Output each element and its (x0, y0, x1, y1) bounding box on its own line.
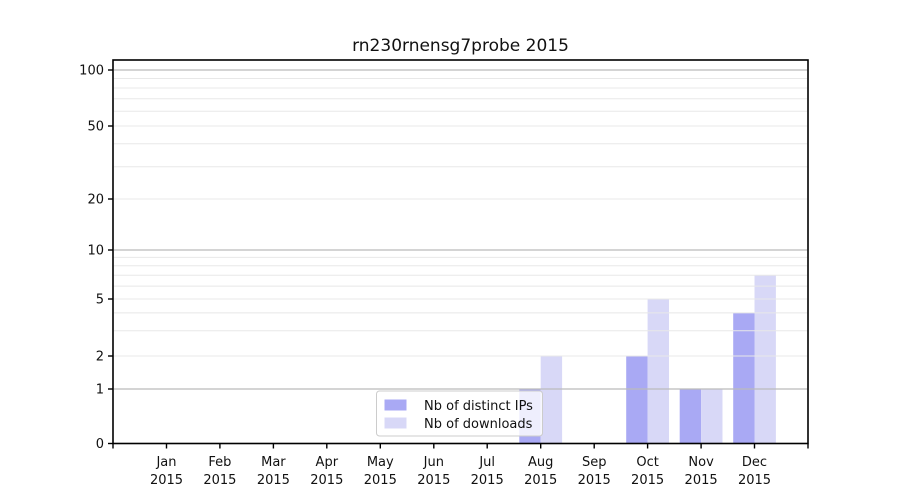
x-tick-label: Dec 2015 (738, 455, 771, 488)
legend-box (376, 390, 543, 437)
x-tick-label-month: Oct (636, 455, 658, 470)
x-tick-label: Aug 2015 (524, 455, 557, 488)
x-tick-label-year: 2015 (310, 473, 343, 488)
y-tick-label: 0 (96, 437, 104, 452)
x-tick-label: Jan 2015 (150, 455, 183, 488)
y-tick-label: 50 (87, 120, 104, 135)
x-tick-label: Feb 2015 (203, 455, 236, 488)
x-tick-label-month: Jun (423, 455, 444, 470)
x-tick-label-month: Jan (155, 455, 176, 470)
bar-s1-dec (754, 275, 776, 444)
x-tick-label-month: Feb (208, 455, 231, 470)
x-tick-label: Oct 2015 (631, 455, 664, 488)
legend-label-0: Nb of distinct IPs (424, 399, 533, 414)
x-tick-label-year: 2015 (364, 473, 397, 488)
plot-frame (112, 59, 809, 445)
bar-s1-oct (647, 299, 669, 444)
y-tick-label: 1 (96, 383, 104, 398)
x-tick-label-month: Sep (582, 455, 607, 470)
legend-swatch-0 (384, 399, 407, 411)
bar-s0-nov (679, 389, 702, 444)
x-tick-label-month: Mar (261, 455, 286, 470)
y-tick-label: 10 (87, 244, 104, 259)
x-tick-label-month: Aug (528, 455, 553, 470)
x-tick-label: Mar 2015 (257, 455, 290, 488)
legend: Nb of distinct IPs Nb of downloads (376, 390, 543, 437)
y-tick-label: 100 (79, 64, 104, 79)
y-tick-label: 5 (96, 293, 104, 308)
x-tick-label-month: Dec (742, 455, 767, 470)
x-tick-label-year: 2015 (524, 473, 557, 488)
legend-label-1: Nb of downloads (424, 417, 533, 432)
legend-swatch-1 (384, 417, 407, 429)
x-tick-label-year: 2015 (257, 473, 290, 488)
x-tick-label-year: 2015 (578, 473, 611, 488)
bar-s1-nov (701, 389, 723, 444)
x-tick-label: Jul 2015 (471, 455, 504, 488)
bar-s0-oct (626, 356, 648, 444)
y-tick-label: 20 (87, 193, 104, 208)
x-tick-label-month: Jul (478, 455, 495, 470)
x-tick-label: Sep 2015 (578, 455, 611, 488)
x-tick-label-year: 2015 (685, 473, 718, 488)
x-tick-label-year: 2015 (738, 473, 771, 488)
x-tick-label-year: 2015 (631, 473, 664, 488)
x-tick-label: Jun 2015 (417, 455, 450, 488)
x-tick-label-year: 2015 (417, 473, 450, 488)
x-tick-label-year: 2015 (471, 473, 504, 488)
x-tick-label: May 2015 (364, 455, 397, 488)
bar-s0-dec (733, 312, 755, 444)
x-tick-label-month: May (367, 455, 394, 470)
x-tick-label-year: 2015 (150, 473, 183, 488)
x-tick-label-year: 2015 (203, 473, 236, 488)
x-tick-label: Nov 2015 (685, 455, 718, 488)
x-tick-label-month: Nov (688, 455, 714, 470)
y-tick-label: 2 (96, 350, 104, 365)
x-tick-label-month: Apr (316, 455, 339, 470)
x-tick-label: Apr 2015 (310, 455, 343, 488)
bar-s1-aug (540, 356, 563, 444)
chart-title: rn230rnensg7probe 2015 (352, 36, 569, 56)
